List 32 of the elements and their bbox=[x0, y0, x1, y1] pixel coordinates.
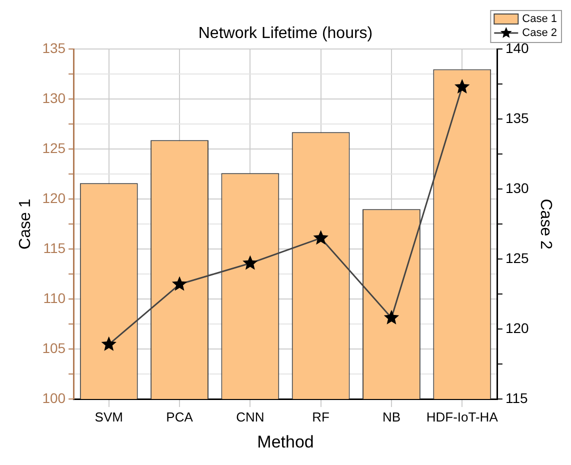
x-axis-title: Method bbox=[257, 432, 314, 452]
y2-tick-label: 140 bbox=[505, 40, 530, 56]
x-tick-label: HDF-IoT-HA bbox=[426, 409, 498, 424]
y-tick-label: 100 bbox=[42, 390, 66, 406]
legend-label: Case 1 bbox=[522, 13, 558, 26]
y2-tick-label: 130 bbox=[505, 180, 530, 196]
y2-tick-label: 125 bbox=[505, 250, 530, 266]
x-tick-label: RF bbox=[312, 409, 330, 424]
legend-label: Case 2 bbox=[522, 27, 558, 40]
point bbox=[384, 310, 400, 324]
y-axis-title: Case 1 bbox=[17, 198, 34, 250]
y-tick-label: 135 bbox=[42, 40, 66, 56]
y-tick-label: 120 bbox=[42, 190, 66, 206]
y-tick-label: 130 bbox=[42, 90, 66, 106]
point bbox=[454, 78, 470, 94]
y-tick-label: 115 bbox=[43, 240, 66, 256]
x-tick-label: CNN bbox=[236, 409, 264, 424]
y2-tick-label: 135 bbox=[505, 110, 530, 126]
point bbox=[313, 230, 328, 245]
point bbox=[172, 276, 188, 291]
x-tick-label: SVM bbox=[94, 409, 123, 424]
y-tick-label: 105 bbox=[42, 340, 66, 356]
x-tick-label: PCA bbox=[166, 409, 194, 424]
y-tick-label: 125 bbox=[42, 140, 66, 156]
point bbox=[242, 255, 258, 270]
y2-tick-label: 120 bbox=[505, 320, 530, 336]
y-tick-label: 110 bbox=[43, 290, 66, 306]
y2-axis-title: Case 2 bbox=[536, 198, 554, 250]
x-tick-label: NB bbox=[382, 409, 400, 424]
chart-title: Network Lifetime (hours) bbox=[198, 25, 373, 42]
point bbox=[101, 336, 116, 351]
y2-tick-label: 115 bbox=[505, 390, 528, 406]
